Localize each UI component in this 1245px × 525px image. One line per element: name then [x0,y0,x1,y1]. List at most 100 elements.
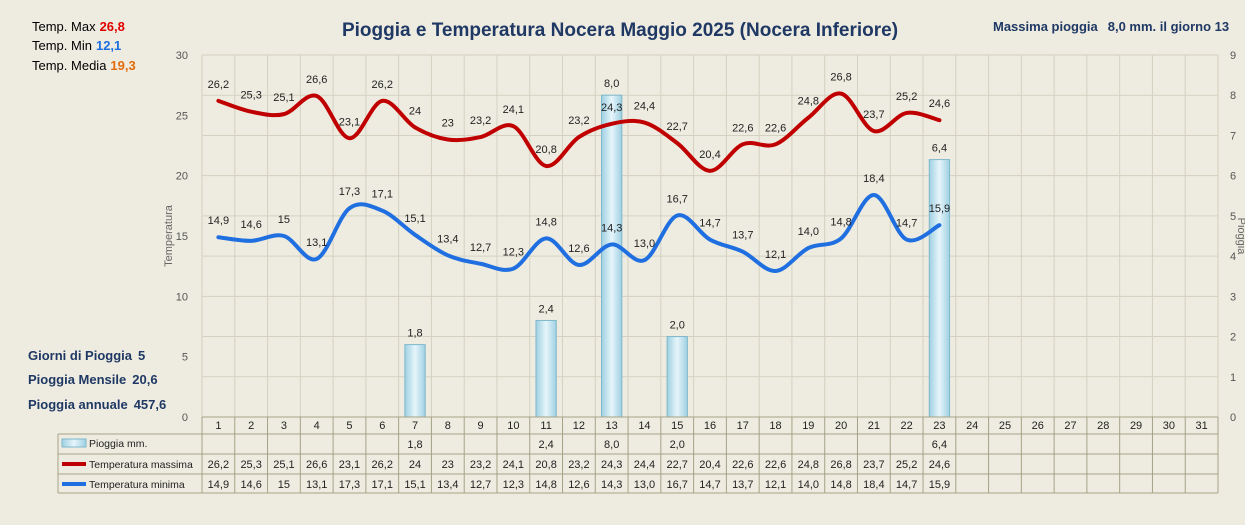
table-cell-value: 23,2 [470,459,491,471]
temp-max-data-label: 24 [409,105,421,117]
table-cell-value: 24,8 [798,459,819,471]
table-cell-value: 15 [278,479,290,491]
x-tick-label: 15 [671,420,683,432]
table-cell-value: 15,9 [929,479,950,491]
data-table: 1 2 3 4 5 6 7 8 9 10 11 12 13 14 15 16 17 18 19 20 21 22 23 24 2… [57,416,1219,494]
table-cell-value: 24,4 [634,459,655,471]
x-tick-label: 5 [346,420,352,432]
table-cell-value: 17,1 [372,479,393,491]
rain-year-stat: Pioggia annuale 457,6 [28,397,166,412]
rain-bar [535,319,557,418]
y-tick-label: 10 [176,291,188,303]
y2-tick-label: 2 [1230,332,1236,344]
y2-tick-label: 0 [1230,412,1236,424]
rain-year-label: Pioggia annuale [28,397,128,412]
x-tick-label: 17 [737,420,749,432]
temp-max-data-label: 25,1 [273,92,294,104]
table-cell-value: 14,9 [208,479,229,491]
temp-max-data-label: 24,3 [601,102,622,114]
temp-min-data-label: 12,3 [503,247,524,259]
table-cell-value: 20,8 [535,459,556,471]
table-cell-value: 26,8 [830,459,851,471]
legend-temp-min-label: Temperatura minima [89,479,185,491]
temp-max-data-label: 23,1 [339,116,360,128]
x-tick-label: 30 [1163,420,1175,432]
y2-axis-label: Pioggia [1235,218,1245,256]
table-cell-value: 6,4 [932,439,947,451]
rain-data-label: 6,4 [932,143,947,155]
table-cell-value: 23 [442,459,454,471]
temp-max-data-label: 20,4 [699,149,720,161]
chart-title: Pioggia e Temperatura Nocera Maggio 2025… [341,20,899,41]
temp-max-data-label: 24,6 [929,98,950,110]
table-cell-value: 26,6 [306,459,327,471]
temp-max-info: Temp. Max 26,8 [32,19,125,34]
x-tick-label: 25 [999,420,1011,432]
table-cell-value: 13,1 [306,479,327,491]
x-tick-label: 19 [802,420,814,432]
temp-min-info: Temp. Min 12,1 [32,38,121,53]
temp-max-data-label: 22,6 [732,122,753,134]
table-cell-value: 14,6 [240,479,261,491]
rain-data-label: 8,0 [604,78,619,90]
y-tick-label: 25 [176,110,188,122]
y-tick-label: 15 [176,231,188,243]
table-cell-value: 24 [409,459,421,471]
rain-bar [666,336,688,418]
temp-max-line [216,91,942,173]
line-data-labels: 26,2 25,3 25,1 26,6 23,1 26,2 24 23 23,2 24,1 20,8… [208,72,950,261]
table-cell-value: 24,6 [929,459,950,471]
x-tick-label: 3 [281,420,287,432]
rain-data-label: 2,4 [538,303,553,315]
table-cell-value: 25,3 [240,459,261,471]
max-rain-label: Massima pioggia [993,19,1098,34]
x-tick-label: 11 [540,420,551,432]
rain-month-stat: Pioggia Mensile 20,6 [28,372,158,387]
x-tick-label: 9 [478,420,484,432]
temp-min-data-label: 15 [278,214,290,226]
temp-max-data-label: 24,8 [798,96,819,108]
rain-year-value: 457,6 [133,397,167,412]
rain-bar [601,94,623,418]
x-tick-label: 29 [1130,420,1142,432]
table-cell-value: 22,7 [667,459,688,471]
table-cell-value: 26,2 [208,459,229,471]
table-cell-value: 20,4 [699,459,720,471]
temp-min-data-label: 14,7 [699,218,720,230]
table-cell-value: 14,3 [601,479,622,491]
x-tick-label: 18 [769,420,781,432]
temp-min-label: Temp. Min [32,38,92,53]
table-cell-value: 14,7 [896,479,917,491]
temp-max-data-label: 23,7 [863,109,884,121]
x-tick-label: 27 [1064,420,1076,432]
x-tick-label: 16 [704,420,716,432]
x-tick-label: 13 [606,420,618,432]
x-tick-label: 1 [215,420,221,432]
rain-data-label: 1,8 [407,328,422,340]
y-tick-label: 30 [176,50,188,62]
legend-rain-key [61,438,87,448]
temp-max-data-label: 24,4 [634,101,655,113]
legend-temp-max-label: Temperatura massima [89,459,193,471]
temp-min-data-label: 13,1 [306,237,327,249]
y2-tick-label: 7 [1230,130,1236,142]
temp-min-data-label: 15,9 [929,203,950,215]
x-tick-label: 28 [1097,420,1109,432]
y2-tick-label: 8 [1230,90,1236,102]
temp-avg-info: Temp. Media 19,3 [32,58,136,73]
rain-bars: 1,8 2,4 8,0 2,0 6,4 [404,78,951,418]
temp-max-data-label: 24,1 [503,104,524,116]
temp-min-data-label: 18,4 [863,173,884,185]
table-cell-value: 12,1 [765,479,786,491]
temp-max-data-label: 22,7 [667,121,688,133]
temp-min-data-label: 14,8 [830,216,851,228]
temp-max-data-label: 20,8 [535,144,556,156]
x-tick-label: 2 [248,420,254,432]
table-cell-value: 1,8 [407,439,422,451]
temp-max-data-label: 25,3 [240,90,261,102]
x-tick-label: 20 [835,420,847,432]
x-tick-label: 14 [638,420,650,432]
table-cell-value: 12,6 [568,479,589,491]
